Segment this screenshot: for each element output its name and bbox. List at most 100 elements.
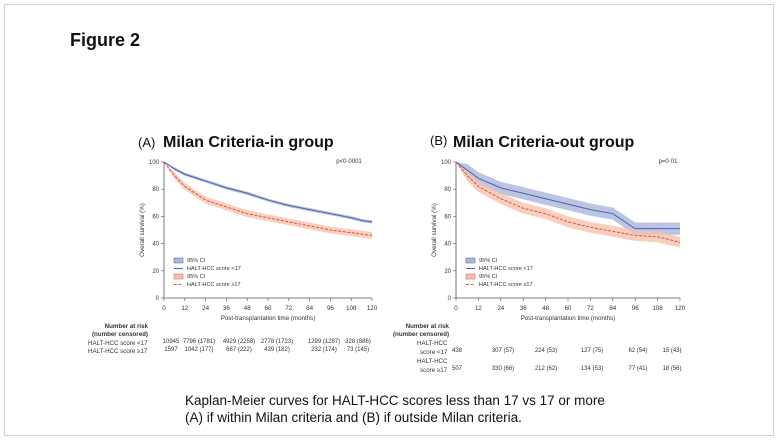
risk-table-b-row-label: score <17 [420, 349, 448, 356]
legend-label: HALT-HCC score ≥17 [479, 282, 533, 288]
x-tick-label: 48 [244, 305, 251, 312]
caption-line-1: Kaplan-Meier curves for HALT-HCC scores … [185, 393, 605, 408]
risk-table-value: 439 (182) [264, 347, 290, 353]
x-tick-label: 36 [520, 305, 527, 312]
panel-b-tag: (B) [430, 133, 448, 148]
risk-table-value: 507 [452, 366, 463, 372]
risk-table-a-row-label: HALT-HCC score ≥17 [88, 348, 148, 355]
x-tick-label: 60 [565, 305, 572, 312]
y-tick-label: 20 [152, 269, 159, 275]
risk-table-value: 328 (886) [345, 339, 371, 345]
x-tick-label: 0 [162, 305, 166, 312]
y-tick-label: 0 [156, 296, 160, 302]
risk-table-b-header: Number at risk (number censored) [393, 323, 450, 338]
legend-swatch-ci [173, 273, 184, 280]
km-curve-score-lt-17 [455, 161, 680, 230]
risk-table-value: 2778 (1723) [261, 339, 293, 345]
legend-label: 95% CI [479, 274, 498, 280]
slide-frame [4, 4, 774, 436]
legend-label: 95% CI [479, 258, 498, 264]
legend-label: HALT-HCC score ≥17 [187, 282, 241, 288]
y-tick-label: 20 [444, 269, 451, 275]
risk-table-value: 7796 (1781) [183, 339, 215, 345]
x-tick-label: 108 [652, 305, 663, 312]
y-tick-label: 100 [441, 160, 452, 166]
x-tick-label: 36 [223, 305, 230, 312]
risk-table-value: 1597 [164, 347, 178, 353]
y-tick-label: 40 [152, 242, 159, 248]
km-curve-score-ge-17 [455, 161, 681, 243]
figure-title: Figure 2 [70, 30, 141, 50]
y-tick-label: 40 [444, 242, 451, 248]
km-curve-score-ge-17 [163, 161, 373, 236]
risk-table-value: 62 (54) [628, 348, 647, 354]
x-tick-label: 96 [327, 305, 334, 312]
legend-label: HALT-HCC score <17 [479, 266, 533, 272]
risk-table-value: 18 (56) [662, 366, 681, 372]
risk-table-value: 687 (222) [226, 347, 252, 353]
risk-table-a-header: Number at risk (number censored) [91, 323, 148, 338]
y-tick-label: 100 [149, 160, 160, 166]
risk-table-value: 15 (43) [662, 348, 681, 354]
legend-swatch-ci [465, 273, 476, 280]
risk-table-value: 127 (75) [581, 348, 603, 354]
x-tick-label: 72 [285, 305, 292, 312]
y-tick-label: 60 [152, 214, 159, 220]
risk-table-value: 134 (53) [581, 366, 603, 372]
km-curve-score-lt-17 [163, 161, 373, 223]
x-tick-label: 120 [367, 305, 378, 312]
x-axis-label: Post-transplantation time (months) [221, 315, 316, 322]
risk-table-value: 224 (53) [535, 348, 557, 354]
panel-b-title: Milan Criteria-out group [453, 134, 635, 151]
p-value-label: p=0·01 [659, 159, 679, 165]
risk-table-value: 4929 (2258) [223, 339, 255, 345]
risk-table-value: 307 (57) [492, 348, 514, 354]
x-tick-label: 24 [497, 305, 504, 312]
risk-table-value: 1042 (177) [184, 347, 213, 353]
x-tick-label: 60 [265, 305, 272, 312]
risk-table-value: 73 (145) [347, 347, 369, 353]
x-tick-label: 72 [587, 305, 594, 312]
risk-table-value: 1299 (1287) [308, 339, 340, 345]
legend-swatch-ci [465, 257, 476, 264]
risk-table-b-row-label: score ≥17 [420, 367, 448, 374]
figure-caption: Kaplan-Meier curves for HALT-HCC scores … [185, 392, 705, 426]
risk-table-a-row-label: HALT-HCC score <17 [88, 340, 148, 347]
legend-label: 95% CI [187, 274, 206, 280]
x-tick-label: 84 [609, 305, 616, 312]
x-tick-label: 0 [454, 305, 458, 312]
caption-line-2: (A) if within Milan criteria and (B) if … [185, 410, 522, 425]
ci-band-score-ge-17 [164, 162, 372, 239]
y-axis-label: Overall survival (%) [431, 203, 438, 257]
risk-table-value: 438 [452, 348, 463, 354]
legend-label: HALT-HCC score <17 [187, 266, 241, 272]
risk-table-value: 232 (174) [311, 347, 337, 353]
y-tick-label: 60 [444, 214, 451, 220]
x-tick-label: 12 [475, 305, 482, 312]
legend-label: 95% CI [187, 258, 206, 264]
p-value-label: p<0·0001 [336, 159, 362, 165]
risk-table-value: 10945 [163, 339, 180, 345]
risk-table-b-row-label: HALT-HCC [417, 340, 448, 347]
x-axis-label: Post-transplantation time (months) [521, 315, 616, 322]
y-tick-label: 80 [152, 187, 159, 193]
risk-table-value: 212 (62) [535, 366, 557, 372]
risk-table-value: 77 (41) [628, 366, 647, 372]
panel-a-title: Milan Criteria-in group [163, 134, 334, 151]
y-axis-label: Overall survival (%) [139, 203, 146, 257]
x-tick-label: 24 [202, 305, 209, 312]
x-tick-label: 48 [542, 305, 549, 312]
risk-table-value: 330 (66) [492, 366, 514, 372]
x-tick-label: 120 [675, 305, 686, 312]
x-tick-label: 84 [306, 305, 313, 312]
risk-table-b-row-label: HALT-HCC [417, 358, 448, 365]
ci-band-score-ge-17 [456, 162, 680, 248]
legend-swatch-ci [173, 257, 184, 264]
x-tick-label: 108 [346, 305, 357, 312]
y-tick-label: 0 [448, 296, 452, 302]
panel-a-tag: (A) [138, 135, 156, 150]
x-tick-label: 96 [632, 305, 639, 312]
x-tick-label: 12 [181, 305, 188, 312]
y-tick-label: 80 [444, 187, 451, 193]
